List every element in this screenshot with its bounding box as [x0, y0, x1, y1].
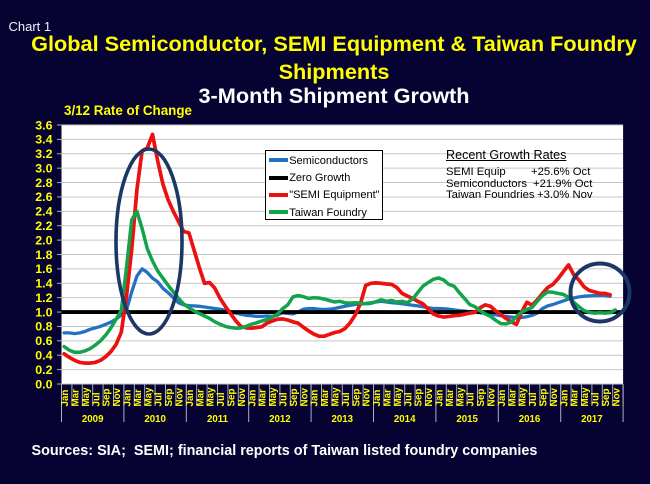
- svg-text:Jan: Jan: [123, 390, 134, 407]
- svg-text:May: May: [268, 387, 279, 407]
- svg-text:3.2: 3.2: [35, 147, 52, 161]
- svg-text:Jan: Jan: [247, 390, 258, 407]
- svg-text:Mar: Mar: [133, 389, 144, 407]
- svg-text:Jan: Jan: [185, 390, 196, 407]
- svg-text:3.0: 3.0: [35, 161, 52, 175]
- svg-text:Nov: Nov: [175, 387, 186, 406]
- svg-text:Jan: Jan: [60, 390, 71, 407]
- svg-text:Nov: Nov: [424, 387, 435, 406]
- svg-text:Jan: Jan: [310, 390, 321, 407]
- svg-text:Nov: Nov: [299, 387, 310, 406]
- svg-text:1.2: 1.2: [35, 291, 52, 305]
- svg-text:Sep: Sep: [164, 389, 175, 407]
- svg-text:Jul: Jul: [528, 392, 539, 406]
- svg-text:Jul: Jul: [279, 392, 290, 406]
- svg-text:Mar: Mar: [570, 389, 581, 407]
- svg-text:May: May: [518, 387, 529, 407]
- svg-text:Jul: Jul: [91, 392, 102, 406]
- svg-text:1.0: 1.0: [35, 305, 52, 319]
- svg-text:Sep: Sep: [539, 389, 550, 407]
- svg-text:2013: 2013: [332, 414, 354, 425]
- svg-text:Jan: Jan: [435, 390, 446, 407]
- svg-text:Mar: Mar: [258, 389, 269, 407]
- svg-text:Nov: Nov: [362, 387, 373, 406]
- svg-text:Sep: Sep: [102, 389, 113, 407]
- svg-text:Mar: Mar: [445, 389, 456, 407]
- svg-text:2.4: 2.4: [35, 205, 52, 219]
- svg-text:2016: 2016: [519, 414, 541, 425]
- svg-text:1.4: 1.4: [35, 277, 52, 291]
- svg-text:2011: 2011: [207, 414, 229, 425]
- svg-text:May: May: [455, 387, 466, 407]
- svg-text:Jul: Jul: [341, 392, 352, 406]
- svg-text:Mar: Mar: [71, 389, 82, 407]
- svg-text:Sep: Sep: [476, 389, 487, 407]
- svg-text:Mar: Mar: [320, 389, 331, 407]
- svg-text:Nov: Nov: [237, 387, 248, 406]
- svg-text:Jul: Jul: [466, 392, 477, 406]
- svg-text:May: May: [393, 387, 404, 407]
- svg-text:Mar: Mar: [383, 389, 394, 407]
- svg-text:Sep: Sep: [289, 389, 300, 407]
- svg-text:Nov: Nov: [112, 387, 123, 406]
- svg-text:2.0: 2.0: [35, 233, 52, 247]
- svg-text:0.8: 0.8: [35, 320, 52, 334]
- svg-text:Sep: Sep: [351, 389, 362, 407]
- svg-text:Mar: Mar: [507, 389, 518, 407]
- svg-text:2012: 2012: [269, 414, 291, 425]
- svg-text:1.8: 1.8: [35, 248, 52, 262]
- svg-text:Sep: Sep: [414, 389, 425, 407]
- svg-text:Nov: Nov: [611, 387, 622, 406]
- svg-text:1.6: 1.6: [35, 262, 52, 276]
- svg-text:0.2: 0.2: [35, 363, 52, 377]
- svg-text:3.4: 3.4: [35, 133, 52, 147]
- svg-text:2015: 2015: [456, 414, 478, 425]
- svg-text:2014: 2014: [394, 414, 416, 425]
- svg-text:0.0: 0.0: [35, 377, 52, 391]
- svg-text:Jan: Jan: [372, 390, 383, 407]
- svg-text:Nov: Nov: [549, 387, 560, 406]
- svg-text:3.6: 3.6: [35, 118, 52, 132]
- svg-text:Jul: Jul: [216, 392, 227, 406]
- svg-text:May: May: [206, 387, 217, 407]
- svg-text:Mar: Mar: [195, 389, 206, 407]
- svg-text:May: May: [81, 387, 92, 407]
- svg-text:Sep: Sep: [601, 389, 612, 407]
- svg-text:May: May: [143, 387, 154, 407]
- svg-text:2.6: 2.6: [35, 190, 52, 204]
- svg-text:2010: 2010: [144, 414, 166, 425]
- svg-text:Jul: Jul: [591, 392, 602, 406]
- svg-text:Jan: Jan: [559, 390, 570, 407]
- svg-text:2017: 2017: [581, 414, 603, 425]
- svg-text:2.2: 2.2: [35, 219, 52, 233]
- svg-text:Sep: Sep: [227, 389, 238, 407]
- svg-text:May: May: [331, 387, 342, 407]
- svg-text:Nov: Nov: [487, 387, 498, 406]
- svg-text:2.8: 2.8: [35, 176, 52, 190]
- svg-text:Jan: Jan: [497, 390, 508, 407]
- svg-text:2009: 2009: [82, 414, 104, 425]
- svg-text:0.6: 0.6: [35, 334, 52, 348]
- svg-text:0.4: 0.4: [35, 349, 52, 363]
- svg-text:Jul: Jul: [403, 392, 414, 406]
- svg-text:May: May: [580, 387, 591, 407]
- svg-text:Jul: Jul: [154, 392, 165, 406]
